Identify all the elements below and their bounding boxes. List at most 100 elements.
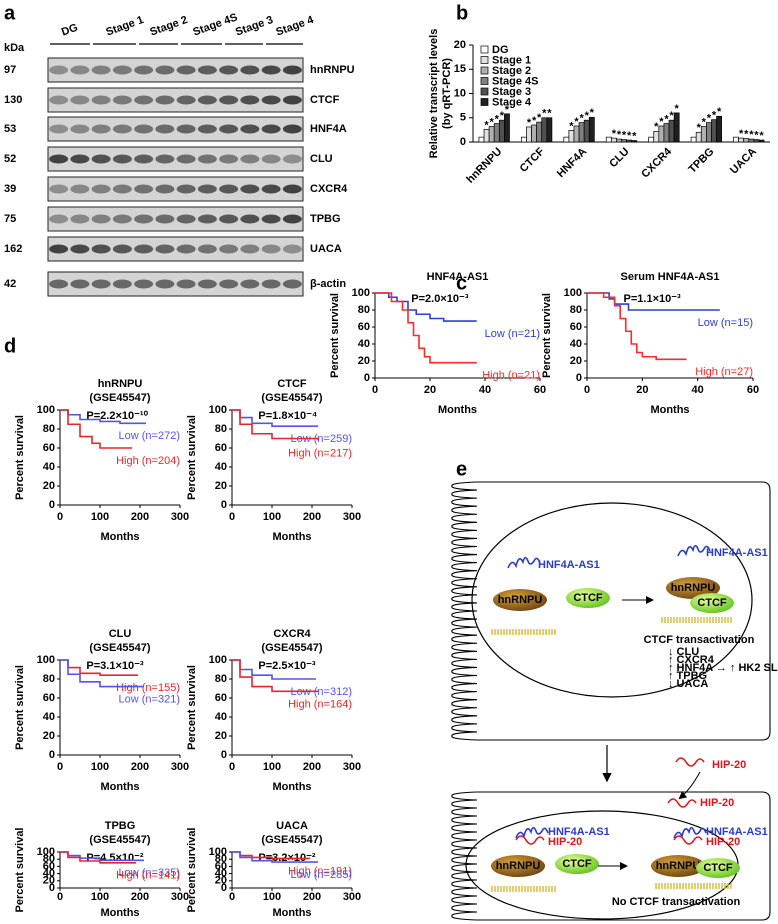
band [176,124,196,134]
bar [504,113,510,143]
bar [573,125,580,143]
diagram-label: ↑ HNF4A → ↑ HK2 SLC2A1 [668,662,778,674]
band [219,95,239,105]
chart-title: CLU [109,628,132,640]
significance: * [484,119,489,131]
significance: * [585,110,590,122]
p-value: P=1.1×10⁻³ [624,293,682,305]
bar [700,126,707,143]
y-tick-label: 20 [215,875,227,887]
p-value: P=2.0×10⁻³ [411,293,469,305]
x-axis-label: Months [272,781,311,793]
lncrna [677,544,711,557]
group-label: Stage 2 [148,14,189,39]
bar [493,123,500,143]
y-tick-label: 40 [570,338,582,350]
band [176,244,196,254]
band [49,184,69,194]
significance: * [712,110,717,122]
band [91,154,111,164]
y-tick-label: 100 [209,654,227,666]
lncrna [673,826,707,839]
mw-label: 162 [4,243,22,255]
x-tick-label: 300 [171,761,189,773]
band [112,279,132,289]
x-tick-label: HNF4A [555,146,589,180]
y-axis-label: Percent survival [541,293,553,378]
band [197,124,217,134]
band [240,279,260,289]
significance: * [669,110,674,122]
significance: * [759,130,764,142]
curve-label: Low (n=15) [698,317,753,329]
y-tick-label: 0 [221,749,227,761]
protein-label: CXCR4 [310,183,348,195]
band [197,279,217,289]
y-tick-label: 80 [215,853,227,865]
diagram-label: HNF4A-AS1 [706,826,768,838]
significance: * [664,113,669,125]
band [112,65,132,75]
mw-label: 97 [4,64,16,76]
significance: * [569,120,574,132]
band [49,244,69,254]
chart-title: (GSE45547) [89,834,150,846]
band [91,244,111,254]
survival-curve [232,659,318,693]
bar [531,124,537,143]
x-tick-label: 0 [229,761,235,773]
diagram-label: HNF4A-AS1 [706,547,768,559]
significance: * [739,128,744,140]
lncrna [515,826,549,839]
bar [658,125,665,143]
significance: * [659,116,664,128]
blot [47,236,304,262]
bar [605,136,612,143]
significance: * [590,107,595,119]
hnrnpu-protein [493,589,547,611]
band [197,65,217,75]
x-tick-label: 0 [372,384,378,396]
chart-title: CXCR4 [273,628,311,640]
band [91,184,111,194]
survival-curve [60,409,132,449]
legend-swatch [480,56,489,64]
band [49,214,69,224]
mw-label: 75 [4,213,16,225]
significance: * [579,113,584,125]
band [219,65,239,75]
unit-label: kDa [4,42,25,54]
diagram-label: hnRNPU [671,582,716,594]
y-tick-label: 60 [215,860,227,872]
bar [690,136,697,143]
cell-membrane [451,791,771,921]
band [155,184,175,194]
band [155,244,175,254]
curve-label: Low (n=312) [291,686,352,698]
band [197,154,217,164]
group-label: Stage 4 [274,14,316,39]
group-label: Stage 3 [234,14,275,39]
peptide [515,835,545,845]
y-tick-label: 0 [364,372,370,384]
legend-swatch [480,98,489,106]
x-tick-label: 0 [57,511,63,523]
band [91,124,111,134]
x-tick-label: CLU [607,146,632,171]
band [176,154,196,164]
peptide [667,798,697,808]
y-tick-label: 100 [37,404,55,416]
x-tick-label: 100 [263,761,281,773]
chart-title: CTCF [277,378,307,390]
significance: * [574,116,579,128]
bar [563,136,570,143]
band [49,95,69,105]
p-value: P=1.8×10⁻⁴ [258,410,317,422]
bar [668,119,675,143]
band [282,279,302,289]
protein-label: hnRNPU [310,64,355,76]
chart-title: (GSE45547) [261,642,322,654]
curve-label: High (n=191) [288,865,352,877]
y-tick-label: 80 [570,304,582,316]
band [112,124,132,134]
